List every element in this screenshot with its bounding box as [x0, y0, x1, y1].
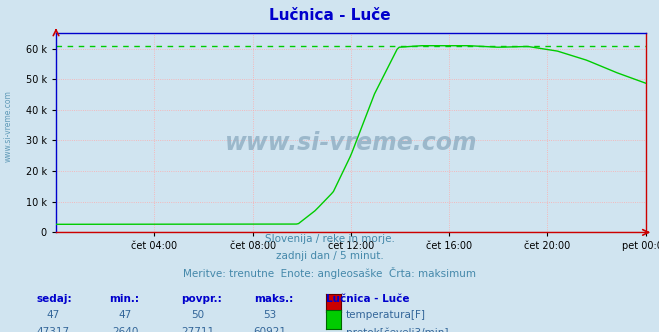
Text: Lučnica - Luče: Lučnica - Luče	[326, 294, 410, 304]
Text: 47: 47	[46, 310, 59, 320]
Text: 47317: 47317	[36, 327, 69, 332]
Text: www.si-vreme.com: www.si-vreme.com	[3, 90, 13, 162]
Text: Slovenija / reke in morje.: Slovenija / reke in morje.	[264, 234, 395, 244]
Text: 27711: 27711	[181, 327, 214, 332]
Text: min.:: min.:	[109, 294, 139, 304]
Text: maks.:: maks.:	[254, 294, 293, 304]
Text: 47: 47	[119, 310, 132, 320]
Text: 53: 53	[264, 310, 277, 320]
Text: Lučnica - Luče: Lučnica - Luče	[269, 8, 390, 23]
Text: www.si-vreme.com: www.si-vreme.com	[225, 131, 477, 155]
Text: 2640: 2640	[112, 327, 138, 332]
Text: 60921: 60921	[254, 327, 287, 332]
Text: pretok[čevelj3/min]: pretok[čevelj3/min]	[346, 327, 449, 332]
Text: 50: 50	[191, 310, 204, 320]
Text: sedaj:: sedaj:	[36, 294, 72, 304]
Text: temperatura[F]: temperatura[F]	[346, 310, 426, 320]
Text: Meritve: trenutne  Enote: angleosaške  Črta: maksimum: Meritve: trenutne Enote: angleosaške Črt…	[183, 267, 476, 279]
Text: povpr.:: povpr.:	[181, 294, 222, 304]
Text: zadnji dan / 5 minut.: zadnji dan / 5 minut.	[275, 251, 384, 261]
